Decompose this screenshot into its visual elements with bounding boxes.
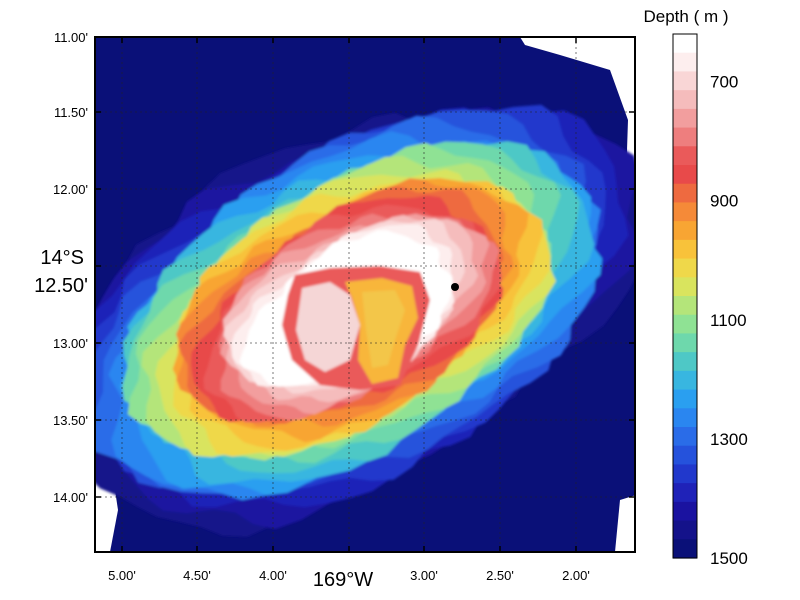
x-axis-degree-label: 169°W <box>313 569 373 591</box>
colorbar-segment <box>673 221 697 241</box>
colorbar-segment <box>673 34 697 54</box>
crater-inner-cone <box>296 282 360 372</box>
y-tick-label: 11.00' <box>54 30 88 45</box>
colorbar-segment <box>673 314 697 335</box>
y-tick-label: 13.00' <box>53 336 88 351</box>
colorbar-segment <box>673 520 697 540</box>
y-tick-label: 13.50' <box>53 413 88 428</box>
colorbar-segment <box>673 52 697 73</box>
colorbar-segment <box>673 389 697 409</box>
colorbar-label: 1300 <box>710 430 748 449</box>
y-tick-label: 14.00' <box>53 490 88 505</box>
colorbar-frame <box>672 33 698 559</box>
colorbar-segment <box>673 183 697 204</box>
x-tick-label: 4.50' <box>183 568 211 583</box>
y-axis-tick-labels: 11.00' 11.50' 12.00' 12.50' 13.00' 13.50… <box>34 30 88 505</box>
x-tick-label: 2.00' <box>562 568 590 583</box>
colorbar-segment <box>673 427 697 447</box>
colorbar-segment <box>673 445 697 466</box>
nodata-patch-top-right <box>520 37 635 224</box>
x-tick-label: 4.00' <box>259 568 287 583</box>
colorbar-label: 1100 <box>710 311 747 330</box>
colorbar-label: 700 <box>710 73 738 92</box>
y-axis-degree-label: 14°S <box>40 247 84 269</box>
crater-floor-deep <box>362 290 405 368</box>
plot-area <box>95 37 635 552</box>
colorbar-segment <box>673 258 697 278</box>
colorbar-segment <box>673 90 697 110</box>
colorbar-segment <box>673 71 697 91</box>
colorbar-segment <box>673 239 697 260</box>
colorbar-segment <box>673 108 697 129</box>
colorbar-segment <box>673 370 697 391</box>
colorbar-title: Depth ( m ) <box>643 7 728 26</box>
y-tick-label: 12.00' <box>53 182 88 197</box>
colorbar-segment <box>673 277 697 297</box>
depth-colorbar: Depth ( m ) 700 900 1100 1300 1500 <box>643 7 747 568</box>
colorbar-segment <box>673 333 697 353</box>
colorbar-segment <box>673 539 697 559</box>
colorbar-segment <box>673 352 697 372</box>
y-tick-label: 11.50' <box>54 105 88 120</box>
x-axis-tick-labels: 5.00' 4.50' 4.00' 3.00' 2.50' 2.00' 169°… <box>108 568 590 591</box>
colorbar-label: 900 <box>710 192 738 211</box>
colorbar-segment <box>673 146 697 166</box>
colorbar-segment <box>673 408 697 428</box>
graticule <box>95 37 635 552</box>
plot-frame <box>94 36 636 553</box>
axis-ticks <box>95 36 635 552</box>
colorbar-segment <box>673 464 697 484</box>
nodata-patch-bottom-right <box>615 495 635 552</box>
x-tick-label: 3.00' <box>410 568 438 583</box>
x-tick-label: 5.00' <box>108 568 136 583</box>
y-tick-label: 12.50' <box>34 275 88 297</box>
colorbar-segment <box>673 127 697 147</box>
x-tick-label: 2.50' <box>486 568 514 583</box>
colorbar-segment <box>673 296 697 316</box>
station-marker-dot <box>451 283 459 291</box>
colorbar-labels: 700 900 1100 1300 1500 <box>710 73 748 568</box>
colorbar-segment <box>673 165 697 185</box>
colorbar-segment <box>673 202 697 222</box>
colorbar-segment <box>673 501 697 522</box>
colorbar-segment <box>673 483 697 503</box>
colorbar-segments <box>673 34 697 559</box>
colorbar-label: 1500 <box>710 549 748 568</box>
depth-contour-bands <box>95 104 635 537</box>
